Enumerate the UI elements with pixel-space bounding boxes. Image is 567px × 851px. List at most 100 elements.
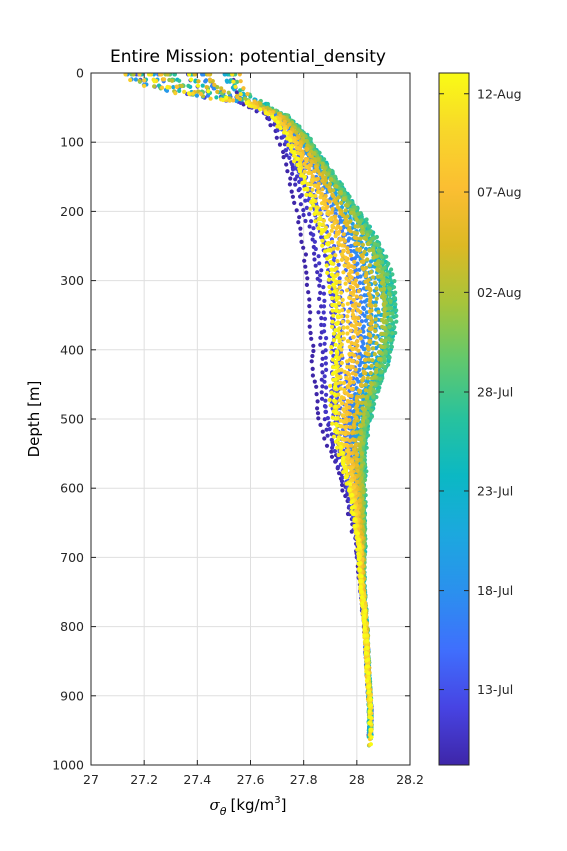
data-point <box>361 255 365 259</box>
data-point <box>359 431 363 435</box>
data-point <box>319 268 323 272</box>
data-point <box>371 346 375 350</box>
data-point <box>348 482 352 486</box>
data-point <box>340 258 344 262</box>
data-point <box>365 658 369 662</box>
data-point <box>351 293 355 297</box>
data-point <box>345 391 349 395</box>
data-point <box>152 79 156 83</box>
data-point <box>335 322 339 326</box>
data-point <box>295 163 299 167</box>
data-point <box>313 380 317 384</box>
data-point <box>335 335 339 339</box>
data-point <box>388 355 392 359</box>
data-point <box>319 195 323 199</box>
data-point <box>365 257 369 261</box>
data-point <box>369 742 373 746</box>
data-point <box>296 220 300 224</box>
data-point <box>233 85 237 89</box>
data-point <box>339 445 343 449</box>
data-point <box>351 371 355 375</box>
data-point <box>360 451 364 455</box>
data-point <box>328 290 332 294</box>
data-point <box>307 212 311 216</box>
data-point <box>345 223 349 227</box>
data-point <box>329 350 333 354</box>
data-point <box>358 389 362 393</box>
data-point <box>324 361 328 365</box>
colorbar-tick-label: 12-Aug <box>477 86 522 101</box>
data-point <box>324 368 328 372</box>
data-point <box>258 107 262 111</box>
data-point <box>323 317 327 321</box>
data-point <box>320 370 324 374</box>
data-point <box>320 363 324 367</box>
data-point <box>349 387 353 391</box>
data-point <box>324 235 328 239</box>
data-point <box>288 182 292 186</box>
data-point <box>314 264 318 268</box>
data-point <box>392 325 396 329</box>
data-point <box>368 334 372 338</box>
data-point <box>365 446 369 450</box>
data-point <box>375 363 379 367</box>
data-point <box>352 342 356 346</box>
data-point <box>358 423 362 427</box>
data-point <box>206 89 210 93</box>
data-point <box>343 263 347 267</box>
data-point <box>308 193 312 197</box>
data-point <box>180 84 184 88</box>
data-point <box>394 308 398 312</box>
data-point <box>306 290 310 294</box>
data-point <box>362 267 366 271</box>
data-point <box>355 360 359 364</box>
data-point <box>324 385 328 389</box>
data-point <box>308 325 312 329</box>
data-point <box>380 370 384 374</box>
data-point <box>330 272 334 276</box>
y-tick-label: 200 <box>60 204 84 219</box>
x-tick-label: 27.6 <box>237 772 265 787</box>
data-point <box>358 568 362 572</box>
data-point <box>334 226 338 230</box>
data-point <box>347 488 351 492</box>
data-point <box>311 344 315 348</box>
data-point <box>291 167 295 171</box>
data-point <box>368 728 372 732</box>
data-point <box>304 165 308 169</box>
data-point <box>330 455 334 459</box>
data-point <box>338 285 342 289</box>
data-point <box>351 286 355 290</box>
data-point <box>360 406 364 410</box>
data-point <box>377 310 381 314</box>
data-point <box>295 208 299 212</box>
data-point <box>344 218 348 222</box>
data-point <box>324 336 328 340</box>
data-point <box>375 268 379 272</box>
data-point <box>392 285 396 289</box>
data-point <box>333 449 337 453</box>
data-point <box>367 224 371 228</box>
data-point <box>373 303 377 307</box>
data-point <box>350 493 354 497</box>
data-point <box>369 304 373 308</box>
data-point <box>317 222 321 226</box>
data-point <box>214 95 218 99</box>
data-point <box>334 343 338 347</box>
data-point <box>352 298 356 302</box>
data-point <box>128 78 132 82</box>
data-point <box>311 373 315 377</box>
data-point <box>359 336 363 340</box>
data-point <box>165 85 169 89</box>
data-point <box>365 352 369 356</box>
data-point <box>287 156 291 160</box>
data-point <box>354 416 358 420</box>
data-point <box>321 430 325 434</box>
data-point <box>235 80 239 84</box>
data-point <box>322 299 326 303</box>
data-point <box>342 197 346 201</box>
data-point <box>369 321 373 325</box>
data-point <box>336 241 340 245</box>
data-point <box>332 399 336 403</box>
